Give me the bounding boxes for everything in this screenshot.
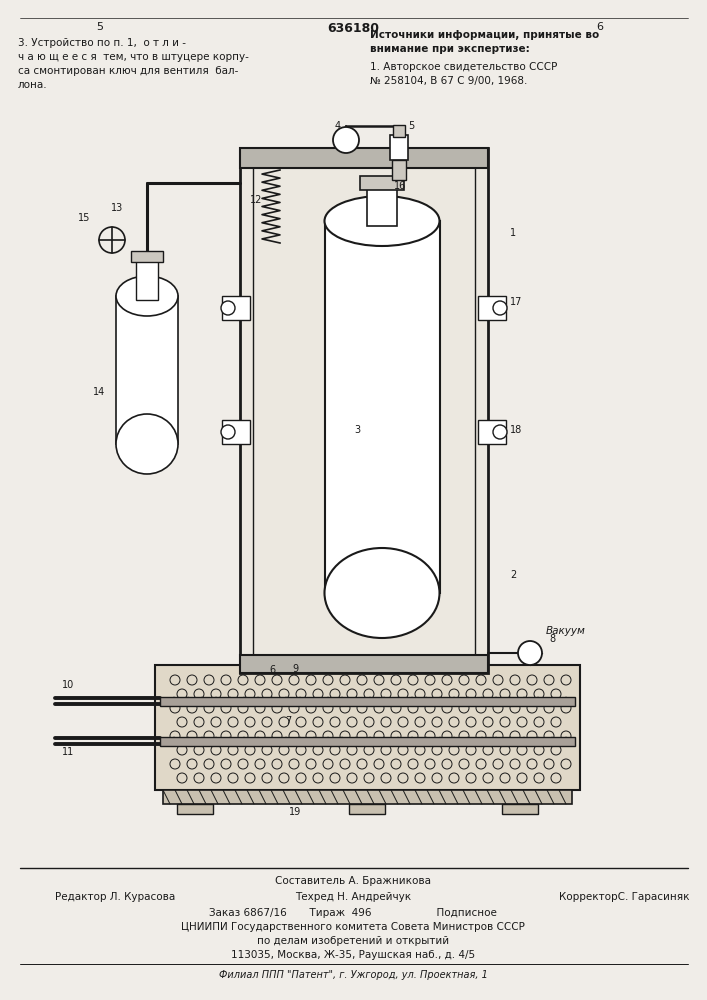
Text: Техред Н. Андрейчук: Техред Н. Андрейчук	[295, 892, 411, 902]
Bar	[478, 296, 506, 320]
Text: ЦНИИПИ Государственного комитета Совета Министров СССР: ЦНИИПИ Государственного комитета Совета …	[181, 922, 525, 932]
Text: 7: 7	[285, 716, 291, 726]
Text: 4: 4	[335, 121, 341, 131]
Text: 18: 18	[510, 425, 522, 435]
Bar	[136, 258, 158, 300]
Text: 6: 6	[597, 22, 604, 32]
Text: Источники информации, принятые во
внимание при экспертизе:: Источники информации, принятые во вниман…	[370, 30, 600, 54]
Text: Составитель А. Бражникова: Составитель А. Бражникова	[275, 876, 431, 886]
Bar	[177, 804, 213, 814]
Circle shape	[333, 127, 359, 153]
Ellipse shape	[325, 548, 440, 638]
Text: 2: 2	[510, 570, 516, 580]
Bar	[131, 251, 163, 262]
Circle shape	[221, 301, 235, 315]
Bar	[392, 160, 406, 180]
Text: 3: 3	[354, 425, 360, 435]
Bar	[325, 221, 440, 593]
Circle shape	[221, 425, 235, 439]
Text: Вакуум: Вакуум	[546, 626, 586, 636]
Bar	[116, 296, 178, 444]
Bar	[502, 804, 538, 814]
Text: 13: 13	[111, 203, 123, 213]
Bar	[160, 697, 575, 706]
Text: 1. Авторское свидетельство СССР
№ 258104, В 67 С 9/00, 1968.: 1. Авторское свидетельство СССР № 258104…	[370, 62, 557, 86]
Circle shape	[493, 301, 507, 315]
Bar	[240, 655, 488, 673]
Bar	[349, 804, 385, 814]
Bar	[240, 148, 488, 168]
Bar	[360, 176, 404, 190]
Text: Филиал ППП "Патент", г. Ужгород, ул. Проектная, 1: Филиал ППП "Патент", г. Ужгород, ул. Про…	[218, 970, 487, 980]
Text: 3. Устройство по п. 1,  о т л и -
ч а ю щ е е с я  тем, что в штуцере корпу-
са : 3. Устройство по п. 1, о т л и - ч а ю щ…	[18, 38, 249, 90]
Text: 12: 12	[250, 195, 262, 205]
Bar	[478, 420, 506, 444]
Ellipse shape	[116, 414, 178, 474]
Ellipse shape	[325, 196, 440, 246]
Text: 17: 17	[510, 297, 522, 307]
Text: 1: 1	[510, 228, 516, 238]
Text: 9: 9	[292, 664, 298, 674]
Text: 5: 5	[96, 22, 103, 32]
Bar	[160, 737, 575, 746]
Text: 19: 19	[289, 807, 301, 817]
Text: 8: 8	[549, 634, 555, 644]
Ellipse shape	[116, 276, 178, 316]
Bar	[393, 125, 405, 137]
Text: КорректорС. Гарасиняк: КорректорС. Гарасиняк	[559, 892, 690, 902]
Text: Заказ 6867/16       Тираж  496                    Подписное: Заказ 6867/16 Тираж 496 Подписное	[209, 908, 497, 918]
Bar	[240, 148, 488, 673]
Bar	[367, 181, 397, 226]
Circle shape	[518, 641, 542, 665]
Text: 16: 16	[394, 181, 406, 191]
Bar	[222, 420, 250, 444]
Circle shape	[493, 425, 507, 439]
Text: 15: 15	[78, 213, 90, 223]
Bar	[222, 296, 250, 320]
Bar	[155, 665, 580, 790]
Text: 10: 10	[62, 680, 74, 690]
Bar	[163, 790, 572, 804]
Text: 11: 11	[62, 747, 74, 757]
Text: Редактор Л. Курасова: Редактор Л. Курасова	[55, 892, 175, 902]
Text: 5: 5	[408, 121, 414, 131]
Text: по делам изобретений и открытий: по делам изобретений и открытий	[257, 936, 449, 946]
Bar	[390, 135, 408, 160]
Text: 6: 6	[269, 665, 275, 675]
Text: 14: 14	[93, 387, 105, 397]
Text: 636180: 636180	[327, 22, 379, 35]
Text: 113035, Москва, Ж-35, Раушская наб., д. 4/5: 113035, Москва, Ж-35, Раушская наб., д. …	[231, 950, 475, 960]
